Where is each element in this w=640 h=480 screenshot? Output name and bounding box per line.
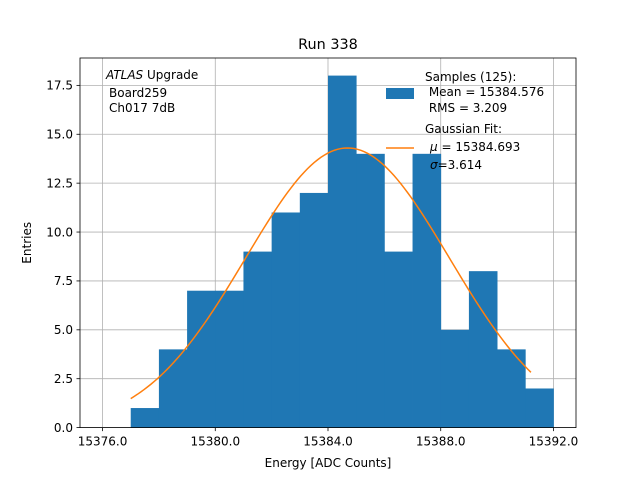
x-tick-label: 15384.0 <box>303 435 353 449</box>
y-axis-ticks: 0.0 2.5 5.0 7.5 10.0 12.5 15.0 17.5 <box>46 79 80 435</box>
legend: Samples (125): Mean = 15384.576 RMS = 3.… <box>386 70 544 172</box>
legend-samples-mean: Mean = 15384.576 <box>425 85 544 99</box>
histogram-bar <box>440 329 470 428</box>
histogram-bar <box>158 349 188 428</box>
histogram-bar <box>412 153 442 428</box>
gaussian-fit-line <box>130 147 532 400</box>
legend-samples-swatch <box>386 88 414 99</box>
y-tick-label: 10.0 <box>46 225 73 239</box>
x-tick-label: 15380.0 <box>190 435 240 449</box>
annotation-line-1: ATLAS Upgrade <box>105 68 198 82</box>
y-tick-label: 17.5 <box>46 79 73 93</box>
histogram-bar <box>243 251 273 428</box>
y-tick-label: 5.0 <box>54 323 73 337</box>
legend-fit-sigma: σ=3.614 <box>430 158 482 172</box>
x-tick-label: 15376.0 <box>78 435 128 449</box>
histogram-bar <box>130 408 160 428</box>
mu-value: = 15384.693 <box>438 140 521 154</box>
histogram-bar <box>468 271 498 428</box>
histogram-bar <box>356 153 385 428</box>
sigma-value: =3.614 <box>438 158 482 172</box>
mu-symbol: μ <box>429 140 438 154</box>
x-axis-ticks: 15376.0 15380.0 15384.0 15388.0 15392.0 <box>78 427 579 449</box>
y-tick-label: 15.0 <box>46 128 73 142</box>
legend-samples-rms: RMS = 3.209 <box>425 101 507 115</box>
x-axis-label: Energy [ADC Counts] <box>265 456 392 470</box>
histogram-bar <box>525 388 554 428</box>
legend-fit-mu: μ = 15384.693 <box>429 140 520 154</box>
histogram-bar <box>271 212 301 428</box>
channel-label: Ch017 7dB <box>109 101 175 115</box>
sigma-symbol: σ <box>430 158 438 172</box>
histogram-bar <box>328 75 357 428</box>
chart-title: Run 338 <box>298 37 358 53</box>
x-tick-label: 15388.0 <box>416 435 466 449</box>
atlas-annotation: ATLAS Upgrade Board259 Ch017 7dB <box>105 68 198 115</box>
x-tick-label: 15392.0 <box>529 435 579 449</box>
legend-fit-title: Gaussian Fit: <box>425 122 502 136</box>
y-tick-label: 0.0 <box>54 421 73 435</box>
board-label: Board259 <box>109 86 167 100</box>
atlas-label: ATLAS <box>105 68 144 82</box>
histogram-bar <box>384 251 413 428</box>
histogram-bar <box>497 349 526 428</box>
upgrade-label: Upgrade <box>143 68 198 82</box>
y-tick-label: 2.5 <box>54 372 73 386</box>
histogram-bar <box>215 290 244 428</box>
y-tick-label: 7.5 <box>54 274 73 288</box>
histogram-bar <box>299 192 329 428</box>
histogram-bar <box>187 290 216 428</box>
y-axis-label: Entries <box>20 222 34 264</box>
legend-samples-title: Samples (125): <box>425 70 516 84</box>
y-tick-label: 12.5 <box>46 176 73 190</box>
